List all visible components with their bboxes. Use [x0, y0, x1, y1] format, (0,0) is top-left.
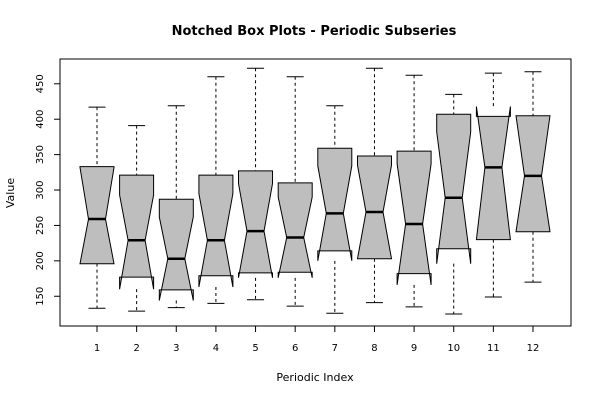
box-5: [238, 67, 273, 301]
y-tick-label: 200: [35, 251, 46, 270]
notched-box: [119, 174, 155, 290]
notched-box: [475, 106, 511, 241]
box-1: [79, 106, 115, 309]
box-8: [356, 67, 393, 304]
box-2: [119, 125, 155, 312]
x-tick-label: 12: [527, 343, 540, 354]
box-12: [515, 71, 551, 283]
notched-box: [198, 174, 234, 288]
x-tick-label: 7: [332, 343, 338, 354]
notched-box: [436, 113, 472, 264]
y-axis-label: Value: [4, 178, 17, 208]
x-axis: 1 2 3 4 5 6 7 8 9 10 11 12: [94, 325, 540, 354]
y-tick-label: 350: [35, 145, 46, 164]
x-tick-label: 3: [173, 343, 179, 354]
y-axis: 150 200 250 300 350 400 450: [35, 74, 61, 306]
notched-box: [317, 147, 353, 261]
y-tick-label: 400: [35, 110, 46, 129]
x-tick-label: 4: [213, 343, 219, 354]
x-tick-label: 8: [371, 343, 377, 354]
y-tick-label: 300: [35, 180, 46, 199]
box-11: [475, 72, 511, 298]
y-tick-label: 150: [35, 287, 46, 306]
box-series: [79, 67, 551, 315]
box-4: [198, 76, 234, 304]
notched-box: [79, 166, 115, 265]
notched-box: [158, 198, 194, 301]
box-10: [436, 93, 472, 315]
notched-box: [238, 170, 273, 278]
box-9: [396, 74, 432, 308]
chart-title: Notched Box Plots - Periodic Subseries: [172, 24, 457, 39]
box-7: [317, 105, 353, 314]
x-axis-label: Periodic Index: [276, 371, 354, 384]
y-tick-label: 450: [35, 74, 46, 93]
x-tick-label: 1: [94, 343, 100, 354]
x-tick-label: 5: [252, 343, 258, 354]
notched-box: [356, 155, 393, 260]
x-tick-label: 9: [411, 343, 417, 354]
box-3: [158, 105, 194, 309]
y-tick-label: 250: [35, 216, 46, 235]
notched-box: [515, 115, 551, 233]
notched-box: [396, 150, 432, 285]
x-tick-label: 10: [447, 343, 460, 354]
notched-box: [277, 182, 313, 278]
box-6: [277, 76, 313, 307]
x-tick-label: 11: [487, 343, 500, 354]
x-tick-label: 6: [292, 343, 298, 354]
x-tick-label: 2: [133, 343, 139, 354]
